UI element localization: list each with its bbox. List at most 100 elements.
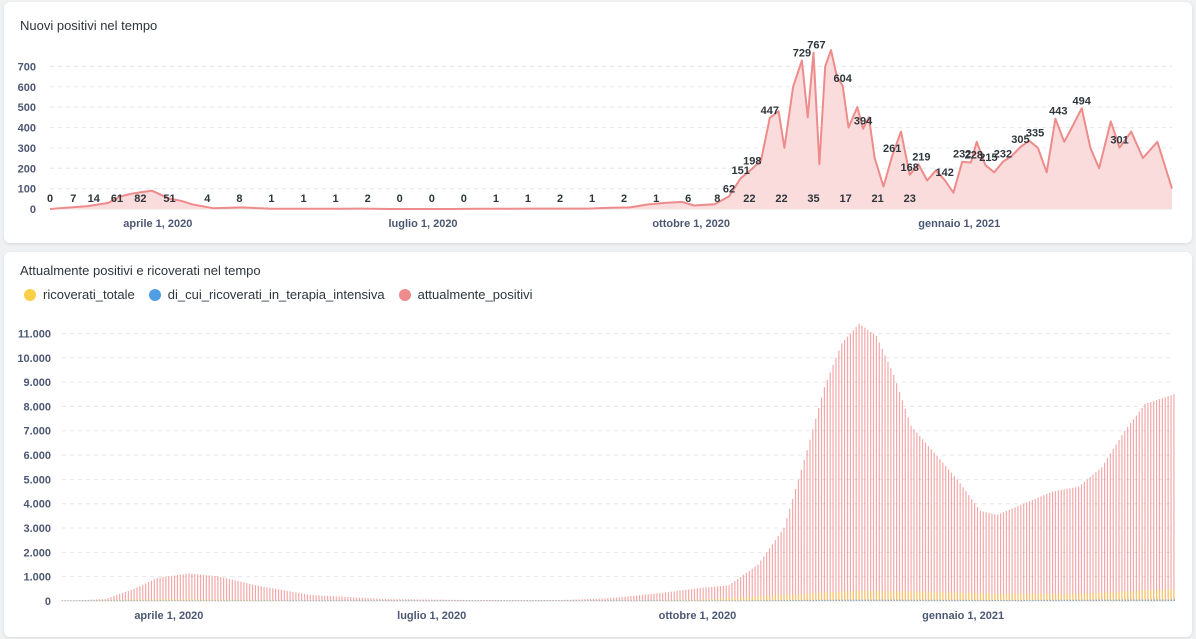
- bar-di_cui_ricoverati_in_terapia_intensiva: [420, 600, 422, 601]
- bar-attualmente_positivi: [173, 575, 176, 601]
- bar-di_cui_ricoverati_in_terapia_intensiva: [688, 600, 690, 601]
- bar-di_cui_ricoverati_in_terapia_intensiva: [88, 600, 89, 601]
- bar-ricoverati_totale: [119, 599, 121, 601]
- bar-attualmente_positivi: [768, 548, 771, 601]
- y-tick-label: 600: [18, 82, 36, 94]
- bar-ricoverati_totale: [197, 599, 199, 601]
- bar-di_cui_ricoverati_in_terapia_intensiva: [1058, 599, 1060, 601]
- bar-ricoverati_totale: [1063, 593, 1065, 601]
- bar-ricoverati_totale: [786, 594, 788, 601]
- bar-attualmente_positivi: [789, 508, 791, 601]
- bar-di_cui_ricoverati_in_terapia_intensiva: [131, 600, 133, 601]
- bar-ricoverati_totale: [717, 598, 719, 601]
- bar-di_cui_ricoverati_in_terapia_intensiva: [345, 600, 347, 601]
- bar-ricoverati_totale: [171, 598, 173, 601]
- bar-di_cui_ricoverati_in_terapia_intensiva: [168, 600, 170, 601]
- current-positives-bar-chart[interactable]: 0 1.000 2.000 3.000 4.000 5.000 6.000 7.000 8.00…: [4, 252, 1192, 637]
- bar-di_cui_ricoverati_in_terapia_intensiva: [1101, 599, 1103, 601]
- bar-di_cui_ricoverati_in_terapia_intensiva: [1153, 599, 1155, 601]
- bar-di_cui_ricoverati_in_terapia_intensiva: [957, 599, 959, 601]
- bar-di_cui_ricoverati_in_terapia_intensiva: [974, 599, 976, 601]
- bar-attualmente_positivi: [1170, 395, 1172, 601]
- bar-di_cui_ricoverati_in_terapia_intensiva: [969, 599, 970, 601]
- bar-di_cui_ricoverati_in_terapia_intensiva: [1006, 600, 1008, 601]
- bar-attualmente_positivi: [852, 330, 854, 601]
- bar-di_cui_ricoverati_in_terapia_intensiva: [1096, 599, 1098, 601]
- bar-di_cui_ricoverati_in_terapia_intensiva: [781, 600, 783, 601]
- bar-di_cui_ricoverati_in_terapia_intensiva: [411, 600, 413, 601]
- bar-di_cui_ricoverati_in_terapia_intensiva: [200, 600, 202, 601]
- bar-di_cui_ricoverati_in_terapia_intensiva: [778, 600, 780, 601]
- bar-attualmente_positivi: [318, 595, 320, 601]
- bar-attualmente_positivi: [959, 483, 961, 601]
- bar-di_cui_ricoverati_in_terapia_intensiva: [391, 600, 393, 601]
- bar-attualmente_positivi: [1155, 400, 1158, 601]
- bar-di_cui_ricoverati_in_terapia_intensiva: [241, 600, 243, 601]
- bar-di_cui_ricoverati_in_terapia_intensiva: [394, 600, 396, 601]
- bar-attualmente_positivi: [240, 581, 242, 601]
- bar-di_cui_ricoverati_in_terapia_intensiva: [613, 600, 615, 601]
- bar-ricoverati_totale: [136, 599, 138, 601]
- data-label: 168: [901, 162, 919, 174]
- y-tick-label: 4.000: [23, 499, 51, 511]
- bar-attualmente_positivi: [324, 595, 326, 601]
- data-label: 21: [872, 193, 884, 205]
- bar-di_cui_ricoverati_in_terapia_intensiva: [145, 600, 147, 601]
- bar-attualmente_positivi: [1043, 495, 1045, 601]
- x-tick-label: aprile 1, 2020: [123, 218, 192, 230]
- bar-ricoverati_totale: [1081, 593, 1083, 601]
- bar-di_cui_ricoverati_in_terapia_intensiva: [174, 600, 176, 601]
- bar-attualmente_positivi: [861, 325, 863, 601]
- bar-attualmente_positivi: [722, 585, 724, 601]
- bar-di_cui_ricoverati_in_terapia_intensiva: [142, 600, 144, 601]
- bar-attualmente_positivi: [1164, 397, 1166, 601]
- bar-attualmente_positivi: [826, 379, 828, 601]
- bar-di_cui_ricoverati_in_terapia_intensiva: [908, 599, 910, 601]
- bar-attualmente_positivi: [283, 590, 285, 601]
- bar-attualmente_positivi: [745, 572, 748, 601]
- bar-ricoverati_totale: [746, 596, 748, 601]
- bar-di_cui_ricoverati_in_terapia_intensiva: [605, 600, 606, 601]
- bar-attualmente_positivi: [979, 511, 981, 601]
- bar-ricoverati_totale: [1061, 593, 1062, 601]
- data-label: 1: [525, 193, 531, 205]
- bar-attualmente_positivi: [864, 327, 866, 601]
- bar-di_cui_ricoverati_in_terapia_intensiva: [327, 600, 329, 601]
- bar-attualmente_positivi: [116, 594, 118, 601]
- bar-ricoverati_totale: [804, 593, 805, 601]
- bar-di_cui_ricoverati_in_terapia_intensiva: [1000, 600, 1002, 601]
- bar-ricoverati_totale: [971, 593, 973, 601]
- bar-attualmente_positivi: [708, 587, 710, 601]
- bar-attualmente_positivi: [581, 599, 583, 601]
- bar-ricoverati_totale: [844, 591, 846, 601]
- bar-attualmente_positivi: [991, 513, 993, 601]
- bar-ricoverati_totale: [162, 598, 164, 601]
- bar-di_cui_ricoverati_in_terapia_intensiva: [1026, 599, 1028, 601]
- bar-di_cui_ricoverati_in_terapia_intensiva: [922, 599, 924, 601]
- bar-ricoverati_totale: [206, 599, 208, 601]
- bar-attualmente_positivi: [1051, 491, 1054, 601]
- bar-di_cui_ricoverati_in_terapia_intensiva: [408, 600, 410, 601]
- bar-di_cui_ricoverati_in_terapia_intensiva: [584, 600, 586, 601]
- bar-attualmente_positivi: [185, 573, 187, 601]
- bar-attualmente_positivi: [387, 599, 389, 601]
- bar-attualmente_positivi: [950, 472, 953, 601]
- bar-attualmente_positivi: [379, 598, 381, 601]
- bar-ricoverati_totale: [983, 593, 984, 601]
- bar-attualmente_positivi: [927, 445, 929, 601]
- legend-item-attualmente-positivi[interactable]: attualmente_positivi: [398, 287, 533, 302]
- bar-ricoverati_totale: [858, 590, 860, 601]
- bar-ricoverati_totale: [145, 599, 147, 601]
- legend-item-terapia-intensiva[interactable]: di_cui_ricoverati_in_terapia_intensiva: [148, 287, 385, 302]
- bar-di_cui_ricoverati_in_terapia_intensiva: [194, 600, 196, 601]
- bar-di_cui_ricoverati_in_terapia_intensiva: [140, 600, 141, 601]
- x-tick-label: ottobre 1, 2020: [652, 218, 730, 230]
- bar-di_cui_ricoverati_in_terapia_intensiva: [1159, 599, 1161, 601]
- bar-attualmente_positivi: [234, 580, 236, 601]
- bar-ricoverati_totale: [183, 599, 184, 601]
- legend-item-ricoverati-totale[interactable]: ricoverati_totale: [24, 287, 135, 302]
- bar-ricoverati_totale: [812, 593, 814, 601]
- bar-di_cui_ricoverati_in_terapia_intensiva: [160, 600, 162, 601]
- bar-di_cui_ricoverati_in_terapia_intensiva: [636, 600, 638, 601]
